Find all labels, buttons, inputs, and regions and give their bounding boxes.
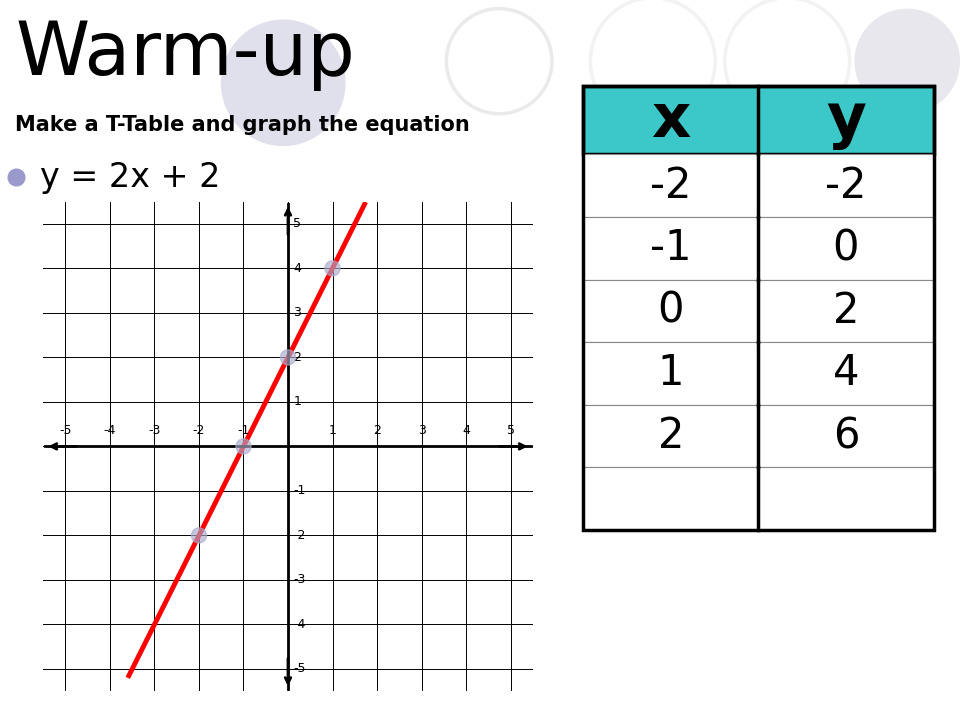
Text: -1: -1 <box>294 485 305 498</box>
Text: 2: 2 <box>294 351 301 364</box>
Text: 0: 0 <box>658 290 684 332</box>
Circle shape <box>280 350 296 365</box>
Text: 3: 3 <box>418 423 425 436</box>
Bar <box>584 217 933 279</box>
Text: -4: -4 <box>294 618 305 631</box>
Text: -3: -3 <box>294 573 305 586</box>
Text: -3: -3 <box>148 423 160 436</box>
Bar <box>584 86 933 530</box>
Text: -2: -2 <box>193 423 205 436</box>
Text: y: y <box>826 91 866 150</box>
Text: Warm-up: Warm-up <box>15 18 355 91</box>
Text: 2: 2 <box>373 423 381 436</box>
Circle shape <box>191 528 206 543</box>
Text: 5: 5 <box>294 217 301 230</box>
Text: 2: 2 <box>658 415 684 457</box>
Text: 4: 4 <box>294 262 301 275</box>
Text: Make a T-Table and graph the equation: Make a T-Table and graph the equation <box>15 115 469 135</box>
Circle shape <box>324 261 340 276</box>
Bar <box>584 279 933 342</box>
Text: 1: 1 <box>294 395 301 408</box>
Text: y = 2x + 2: y = 2x + 2 <box>40 161 221 194</box>
Bar <box>584 342 933 405</box>
Text: -5: -5 <box>294 662 306 675</box>
Text: 1: 1 <box>658 353 684 395</box>
Text: -4: -4 <box>104 423 116 436</box>
Text: 4: 4 <box>462 423 470 436</box>
Text: -1: -1 <box>237 423 250 436</box>
Text: 4: 4 <box>832 353 859 395</box>
Text: 3: 3 <box>294 307 301 320</box>
Circle shape <box>236 438 252 454</box>
Text: 2: 2 <box>832 290 859 332</box>
Text: 1: 1 <box>328 423 336 436</box>
Text: -2: -2 <box>650 165 691 207</box>
Bar <box>584 86 933 155</box>
Text: 0: 0 <box>832 228 859 269</box>
Text: x: x <box>651 91 690 150</box>
Text: 5: 5 <box>507 423 515 436</box>
Text: 6: 6 <box>832 415 859 457</box>
Bar <box>584 405 933 467</box>
Text: -5: -5 <box>60 423 72 436</box>
Bar <box>584 467 933 530</box>
Text: -2: -2 <box>826 165 867 207</box>
Text: -1: -1 <box>650 228 691 269</box>
Text: -2: -2 <box>294 529 305 542</box>
Bar <box>584 155 933 217</box>
